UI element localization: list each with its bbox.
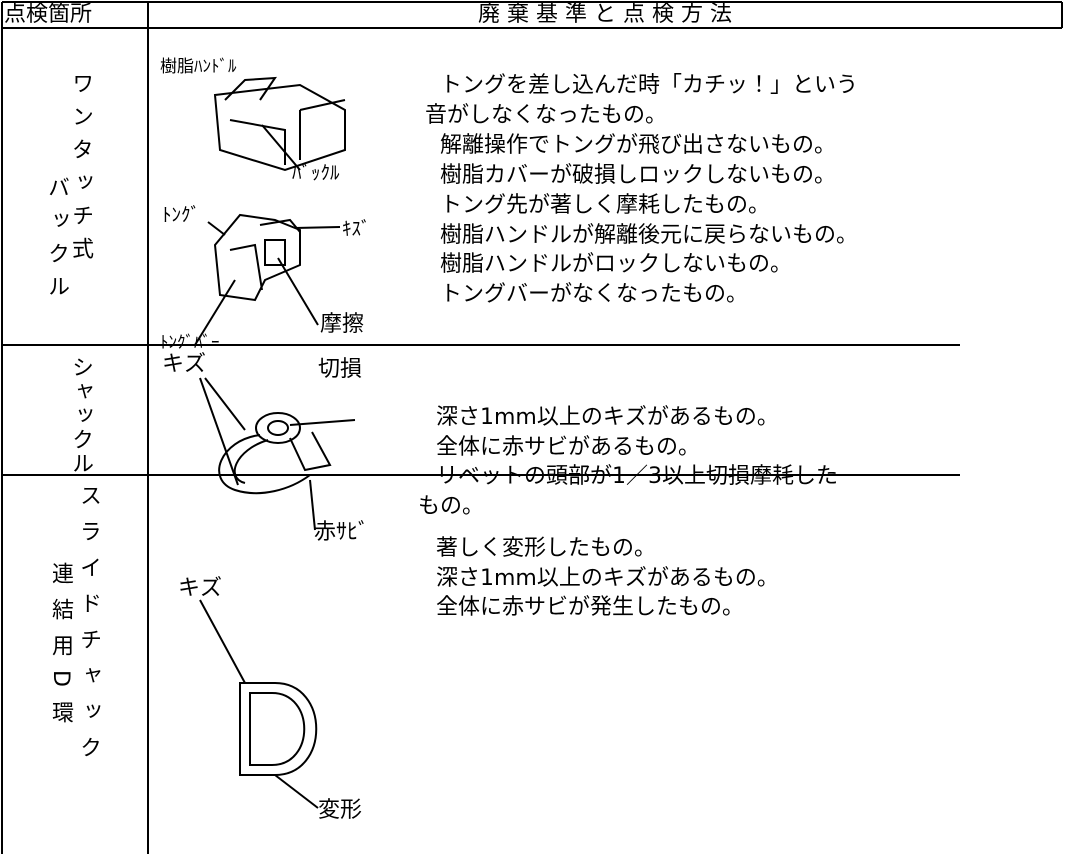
figure-label: ﾄﾝｸﾞﾊﾞｰ [160, 333, 220, 353]
location-label: シャックル [68, 356, 93, 476]
header-cell: 点検箇所 [4, 2, 93, 27]
criterion-line: 音がしなくなったもの。 [425, 103, 668, 128]
location-label: スライドチャック [76, 484, 101, 772]
criterion-line: 全体に赤サビが発生したもの。 [436, 595, 745, 620]
shackle-illustration [199, 377, 356, 531]
figure-label: ｷｽﾞ [342, 218, 371, 240]
figure-label: 切損 [318, 357, 363, 382]
figure-label: 樹脂ﾊﾝﾄﾞﾙ [160, 57, 237, 77]
criterion-line: 全体に赤サビがあるもの。 [436, 435, 701, 460]
criterion-line: トングを差し込んだ時「カチッ！」という [440, 73, 859, 98]
d-ring-illustration [199, 599, 319, 809]
criterion-line: トング先が著しく摩耗したもの。 [440, 193, 771, 218]
criterion-line: 著しく変形したもの。 [436, 536, 657, 561]
criterion-line: 樹脂ハンドルが解離後元に戻らないもの。 [440, 223, 859, 248]
figure-label: キズ [162, 352, 207, 377]
criterion-line: トングバーがなくなったもの。 [440, 282, 749, 307]
criterion-line: 樹脂ハンドルがロックしないもの。 [440, 252, 793, 277]
buckle-illustration [194, 76, 346, 346]
criterion-line: 深さ1mm以上のキズがあるもの。 [436, 566, 779, 591]
figure-label: 赤ｻﾋﾞ [314, 520, 370, 545]
figure-label: 変形 [318, 798, 363, 823]
criterion-line: 解離操作でトングが飛び出さないもの。 [440, 133, 837, 158]
figure-label: キズ [178, 576, 223, 601]
criterion-line: リベットの頭部が1／3以上切損摩耗した [436, 464, 838, 489]
figure-label: 摩擦 [320, 312, 365, 337]
location-label: 連結用D環 [48, 562, 73, 737]
header-title: 廃 棄 基 準 と 点 検 方 法 [478, 2, 732, 27]
criterion-line: 深さ1mm以上のキズがあるもの。 [436, 405, 779, 430]
location-label: ワンタッチ式 [68, 72, 93, 270]
location-label: バックル [44, 176, 69, 308]
criterion-line: 樹脂カバーが破損しロックしないもの。 [440, 163, 837, 188]
figure-label: ﾊﾞｯｸﾙ [292, 162, 340, 184]
criterion-line: もの。 [418, 494, 485, 519]
figure-label: ﾄﾝｸﾞ [162, 204, 201, 226]
